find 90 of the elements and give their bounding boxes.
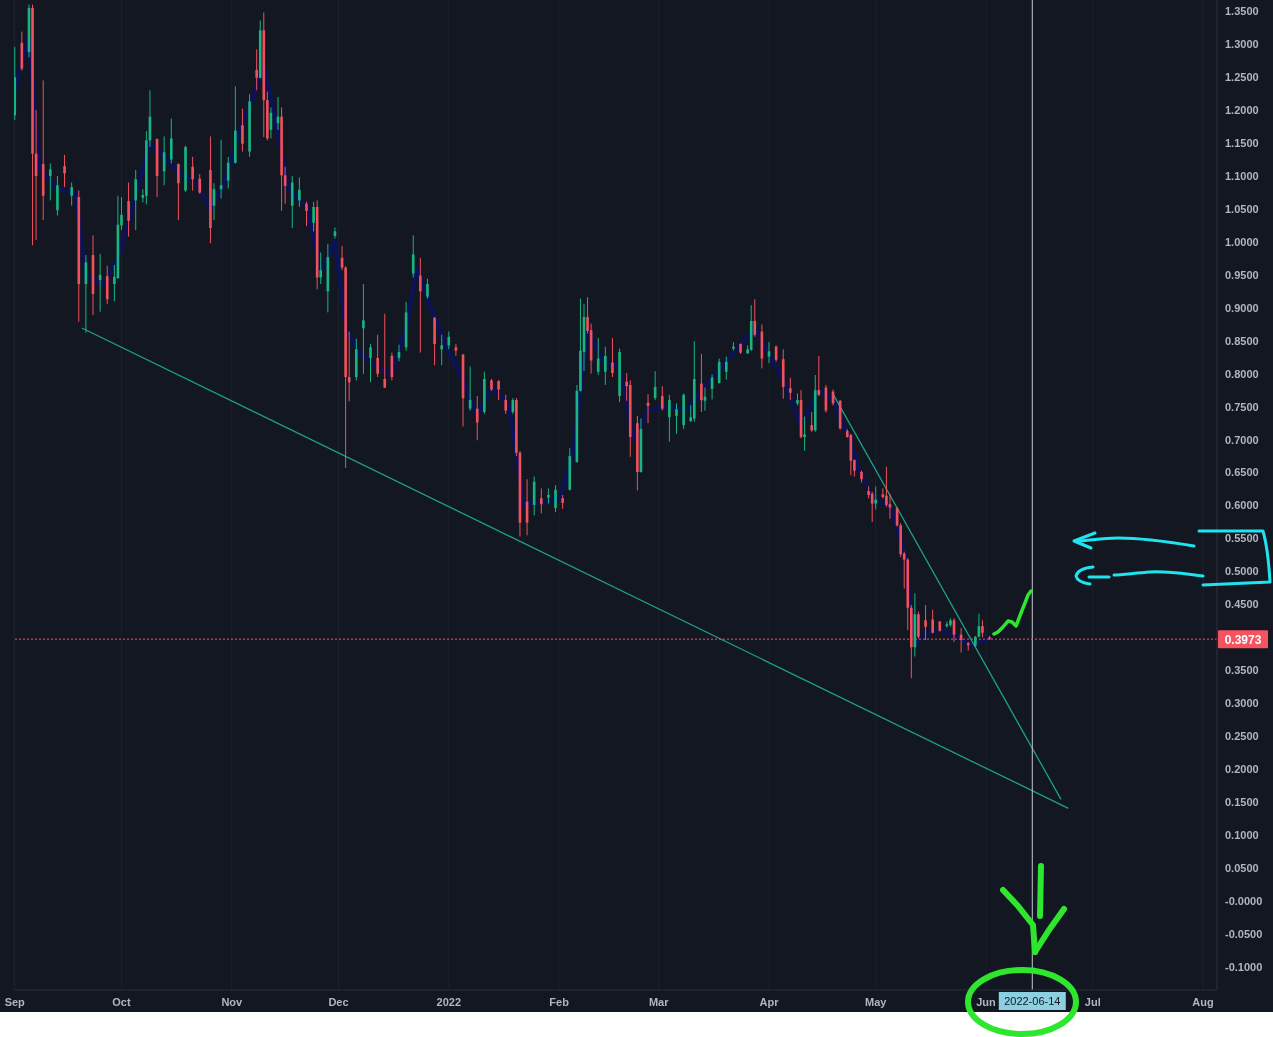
y-tick-label: 0.3500 [1225,664,1259,677]
x-tick-label: Jun [976,995,997,1008]
x-tick-label: Mar [648,995,670,1008]
x-tick-label: Aug [1192,995,1214,1008]
y-tick-label: 1.3000 [1225,38,1259,51]
x-tick-label: Nov [221,995,244,1008]
candlestick [596,337,600,376]
y-tick-label: 1.2500 [1225,71,1259,84]
candlestick [290,175,294,229]
y-tick-label: -0.1000 [1225,960,1263,973]
x-tick-label: Sep [4,995,26,1008]
y-tick-label: 0.0500 [1225,861,1259,874]
candlestick [191,156,194,191]
y-tick-label: 0.1500 [1225,796,1259,809]
candlestick [475,395,479,441]
candlestick [369,343,372,383]
candlestick [668,394,671,443]
candlestick [611,337,614,378]
candlestick [504,394,508,415]
y-tick-label: 0.5500 [1225,532,1259,545]
candlestick [411,234,415,278]
candlestick [298,176,301,208]
y-tick-label: 0.2000 [1225,763,1259,776]
candlestick [134,169,138,231]
y-tick-label: 0.7000 [1225,433,1259,446]
x-tick-label: Jul [1084,995,1101,1008]
candlestick [255,48,258,91]
ref-line-label: 2022-06-14 [1004,995,1061,1007]
x-tick-label: May [865,995,888,1008]
candlestick [554,484,557,513]
candlestick [419,257,422,354]
y-tick-label: 0.6000 [1225,499,1259,512]
candlestick [63,154,66,188]
y-tick-label: -0.0500 [1225,927,1263,940]
candlestick [169,118,173,164]
y-tick-label: 0.4500 [1225,598,1259,611]
candlestick [49,162,52,201]
y-tick-label: 1.0000 [1225,235,1259,248]
candlestick [717,358,721,385]
y-tick-label: 1.3500 [1225,5,1259,18]
x-tick-label: Apr [759,995,780,1008]
x-tick-label: Feb [549,995,570,1008]
y-tick-label: 1.1000 [1225,169,1259,182]
candlestick [383,313,387,389]
x-tick-label: 2022 [436,995,462,1008]
y-tick-label: 0.7500 [1225,400,1259,413]
candlestick [497,379,500,401]
y-tick-label: 0.9000 [1225,301,1259,314]
candlestick [532,476,536,516]
candlestick [127,182,130,238]
candlestick [312,201,315,232]
candlestick [660,385,664,412]
candlestick [426,278,429,300]
candlestick [789,377,792,401]
candlestick [870,491,874,523]
y-tick-label: 1.1500 [1225,136,1259,149]
y-tick-label: 0.1000 [1225,829,1259,842]
y-tick-label: 1.0500 [1225,202,1259,215]
ref-line-label: 0.3973 [1224,632,1262,647]
y-tick-label: 0.6500 [1225,466,1259,479]
y-tick-label: 1.2000 [1225,103,1259,116]
y-tick-label: 0.9500 [1225,268,1259,281]
candlestick [440,334,443,366]
candlestick [874,485,878,510]
y-tick-label: -0.0000 [1225,894,1263,907]
candlestick [305,201,308,227]
candlestick [376,334,379,378]
candlestick [70,182,73,207]
y-tick-label: 0.2500 [1225,730,1259,743]
y-tick-label: 0.3000 [1225,697,1259,710]
candlestick [725,356,728,381]
candlestick [177,162,180,221]
candlestick [319,251,323,285]
candlestick [362,283,365,375]
candlestick [539,487,543,514]
y-tick-label: 0.5000 [1225,565,1259,578]
candlestick [803,416,806,452]
candlestick [198,173,202,195]
candlestick [226,156,230,190]
candlestick [700,353,703,413]
candlestick [810,411,814,433]
candlestick [675,402,678,435]
candlestick [241,108,244,153]
candlestick [753,298,757,338]
y-tick-label: 0.8000 [1225,367,1259,380]
candlestick [105,265,109,305]
x-tick-label: Dec [328,995,349,1008]
y-tick-label: 0.8500 [1225,334,1259,347]
x-tick-label: Oct [112,995,131,1008]
candlestick [604,346,607,386]
